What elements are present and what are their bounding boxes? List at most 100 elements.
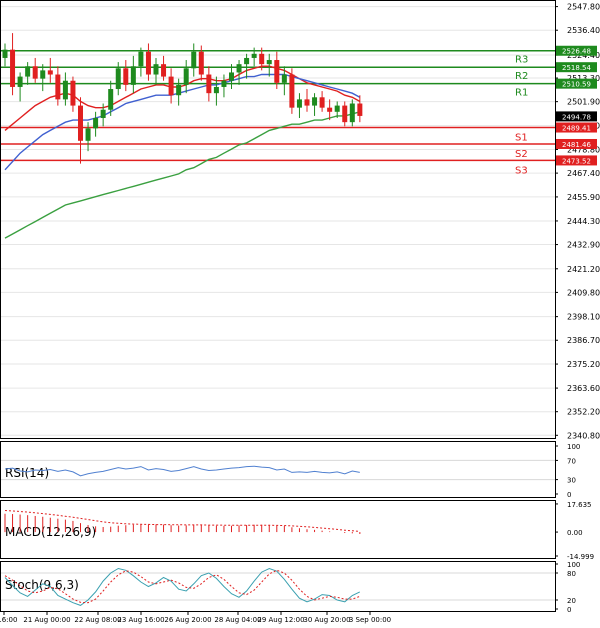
candle-body [251,53,257,58]
candle-body [176,84,182,96]
candle-body [236,64,242,73]
support-resistance-levels: R3 R2 R1 S1 S2 S3 [1,49,555,176]
time-axis-label: 22 Aug 08:00 [74,616,121,624]
level-tag-text: 2473.52 [562,157,591,165]
candle-body [274,60,280,83]
candle-body [229,72,234,81]
level-tag-text: 2481.46 [562,141,591,149]
sub-axis-label: 30 [567,477,576,485]
candle-body [327,107,333,112]
candle-body [123,68,129,85]
candle-body [289,74,295,108]
level-tag-text: 2518.54 [562,64,591,72]
candle-body [213,86,219,94]
price-axis-label: 2398.10 [567,313,600,322]
candle-body [342,105,348,123]
moving-average-line-3 [4,111,360,239]
price-axis-label: 2501.90 [567,98,600,107]
price-axis-label: 2363.60 [567,384,600,393]
level-label-s2: S2 [515,149,528,160]
candle-body [25,66,31,77]
sub-axis-label: -14.999 [567,553,594,561]
level-label-r2: R2 [515,71,528,82]
candle-body [100,109,106,119]
macd-signal-line [4,510,360,532]
time-axis-label: 28 Aug 04:00 [214,616,261,624]
level-price-tags: 2526.48 2518.54 2510.59 2489.41 2481.46 2473.… [556,45,597,166]
candle-body [221,80,227,87]
price-axis-label: 2444.30 [567,217,600,226]
candle-body [304,99,310,106]
candle-body [312,97,318,106]
candlesticks [2,33,363,164]
candle-body [47,70,53,75]
time-axis-label: 26 Aug 20:00 [164,616,211,624]
candle-body [198,51,204,75]
price-axis-label: 2432.90 [567,241,600,250]
time-axis-label: 3 Sep 00:00 [349,616,391,624]
level-tag-bg [556,45,597,56]
macd-pane-frame [0,500,556,559]
current-price-tag-bg [556,111,597,122]
candle-body [115,68,121,90]
candle-body [161,64,167,77]
candle-body [93,118,99,129]
candle-body [357,103,363,116]
level-tag-bg [556,122,597,133]
level-tag-bg [556,155,597,166]
level-label-r1: R1 [515,88,528,99]
candle-body [55,74,61,100]
price-axis-label: 2467.40 [567,169,600,178]
candle-body [334,105,340,112]
time-axis-label: 29 Aug 12:00 [257,616,304,624]
price-axis-label: 2513.30 [567,74,600,83]
sub-axis-label: 100 [567,561,580,569]
price-axis-label: 2375.20 [567,360,600,369]
level-tag-text: 2489.41 [562,125,591,133]
rsi-line [4,465,360,477]
price-axis-label: 2547.80 [567,3,600,12]
candle-body [10,49,16,87]
candle-body [296,99,302,108]
level-tag-bg [556,62,597,73]
sub-axis-label: 70 [567,457,576,465]
time-axis-label: 23 Aug 16:00 [117,616,164,624]
level-tag-bg [556,138,597,149]
sub-axis-label: 17.635 [567,501,592,509]
sub-axis-label: 20 [567,597,576,605]
candle-body [349,103,355,123]
sub-axis-label: 0 [567,491,571,499]
candle-body [108,89,114,110]
candle-body [244,57,250,65]
sub-axis-label: 100 [567,443,580,451]
time-axis-label: g 16:00 [0,616,17,624]
candle-body [85,128,91,141]
rsi-pane-frame [0,441,556,498]
sub-axis-label: 80 [567,570,576,578]
price-axis-label: 2421.20 [567,265,600,274]
price-axis-label: 2340.80 [567,431,600,440]
candle-body [206,74,212,94]
level-tag-text: 2526.48 [562,48,591,56]
price-pane-frame [0,0,556,439]
candle-body [145,51,151,75]
candle-body [62,80,68,100]
moving-average-line-2 [4,73,361,171]
price-axis-label: 2386.70 [567,336,600,345]
stoch-k-line [4,567,361,606]
candle-body [183,68,189,85]
candle-body [153,64,159,75]
candle-body [138,51,144,67]
sub-axis-label: 0 [567,606,571,614]
candle-body [281,74,287,83]
candle-body [266,60,272,65]
candle-body [32,66,38,79]
level-label-s3: S3 [515,165,528,176]
time-axis-label: 30 Aug 20:00 [303,616,350,624]
candle-body [259,53,265,65]
price-axis-label: 2455.90 [567,193,600,202]
